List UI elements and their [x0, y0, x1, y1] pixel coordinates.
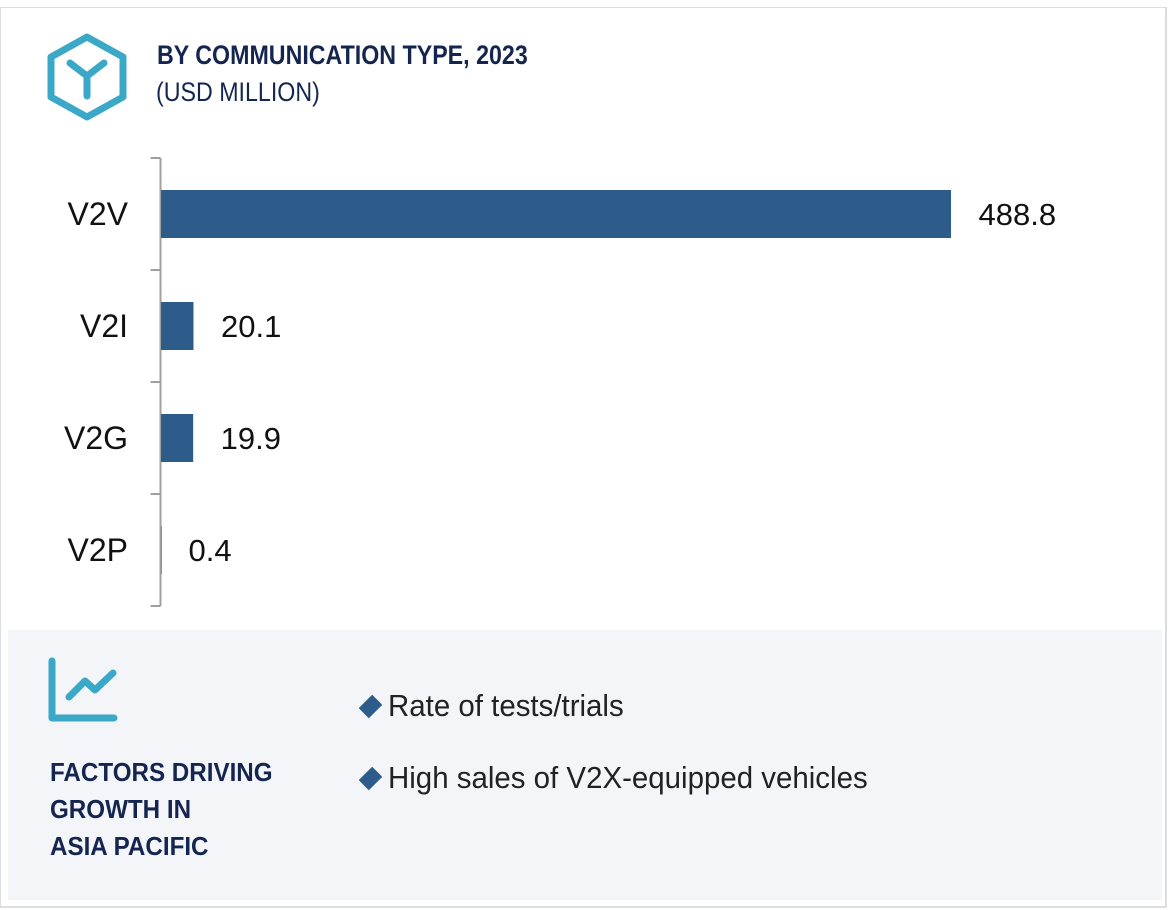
bar-v2g	[161, 414, 194, 462]
value-label: 488.8	[979, 197, 1057, 232]
value-label: 0.4	[189, 533, 232, 568]
category-label: V2P	[68, 532, 128, 568]
factors-title-line: ASIA PACIFIC	[50, 831, 209, 861]
line-chart-icon	[48, 657, 118, 722]
bar-v2v	[161, 190, 951, 238]
chart-subtitle: (USD MILLION)	[156, 77, 320, 107]
bar-chart: V2V 488.8 V2I 20.1 V2G 19.9 V2P 0.4	[64, 157, 1057, 607]
diamond-icon	[358, 694, 383, 718]
factor-item: High sales of V2X-equipped vehicles	[358, 758, 893, 798]
bar-v2i	[161, 302, 194, 350]
bar-v2p	[161, 526, 162, 574]
factor-item: Rate of tests/trials	[358, 686, 893, 726]
category-label: V2G	[64, 420, 128, 456]
chart-title: BY COMMUNICATION TYPE, 2023	[157, 40, 528, 70]
category-label: V2I	[80, 308, 128, 344]
value-label: 20.1	[221, 309, 281, 344]
hexagon-y-icon	[47, 33, 127, 121]
diamond-icon	[358, 766, 383, 790]
factors-panel	[8, 630, 1162, 900]
factor-text: High sales of V2X-equipped vehicles	[388, 760, 868, 795]
factors-title: FACTORS DRIVING GROWTH IN ASIA PACIFIC	[50, 754, 329, 865]
factors-title-line: FACTORS DRIVING	[50, 757, 273, 787]
factors-list: Rate of tests/trials High sales of V2X-e…	[358, 686, 893, 830]
factor-text: Rate of tests/trials	[388, 688, 624, 723]
value-label: 19.9	[221, 421, 281, 456]
category-label: V2V	[68, 196, 129, 232]
factors-title-line: GROWTH IN	[50, 794, 192, 824]
